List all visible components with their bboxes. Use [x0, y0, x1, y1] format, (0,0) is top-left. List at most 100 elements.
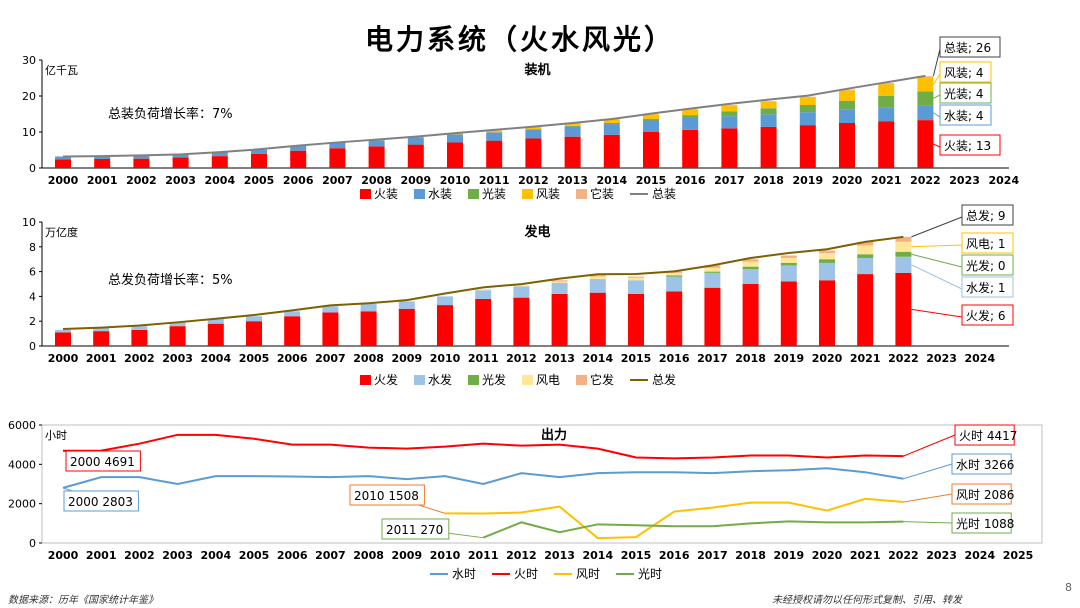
bar-火装	[839, 123, 855, 168]
x-tick-label: 2003	[165, 174, 196, 187]
callout-label: 水时 3266	[956, 458, 1014, 472]
x-tick-label: 2011	[479, 174, 510, 187]
bar-火发	[55, 332, 71, 346]
bar-水发	[551, 282, 568, 294]
bar-水装	[329, 142, 346, 149]
bar-水装	[839, 109, 855, 123]
bar-火装	[251, 153, 267, 168]
legend-label: 火时	[514, 567, 538, 581]
bar-火装	[525, 138, 542, 168]
callout-box	[939, 104, 992, 126]
x-tick-label: 2013	[544, 549, 575, 562]
bar-水装	[486, 132, 503, 141]
callout-label: 2010 1508	[354, 489, 419, 503]
x-tick-label: 2003	[162, 549, 193, 562]
bar-光发	[704, 271, 721, 273]
bar-水发	[207, 318, 224, 324]
callout-box	[954, 424, 1015, 446]
bar-光装	[603, 123, 620, 125]
bar-火装	[407, 144, 424, 168]
x-tick-label: 2001	[86, 549, 117, 562]
bar-火装	[329, 148, 346, 168]
growth-annotation: 总装负荷增长率：7%	[108, 106, 233, 122]
y-tick-label: 0	[29, 537, 36, 550]
line-总装	[62, 74, 926, 158]
legend-label: 它发	[590, 372, 614, 387]
legend-label: 光发	[482, 372, 506, 387]
callout-leader	[911, 216, 963, 238]
bar-水发	[666, 276, 683, 292]
legend-label: 光时	[638, 567, 662, 581]
x-tick-label: 2011	[468, 549, 499, 562]
bar-火装	[368, 146, 385, 168]
bar-水装	[251, 149, 267, 154]
bar-水发	[857, 257, 874, 275]
bar-火装	[211, 156, 228, 168]
callout-leader	[911, 264, 963, 290]
y-tick-label: 2	[29, 315, 36, 328]
page-number: 8	[1065, 581, 1072, 594]
x-tick-label: 2024	[964, 352, 995, 365]
bar-风装	[525, 127, 542, 130]
callout-label: 风时 2086	[956, 488, 1014, 502]
callout-label: 水装; 4	[944, 109, 984, 123]
callout-leader	[911, 244, 963, 248]
callout-label: 总装; 26	[944, 41, 991, 55]
bar-它装	[917, 76, 934, 78]
x-tick-label: 2018	[753, 174, 784, 187]
callout-box	[951, 483, 1012, 505]
x-tick-label: 2000	[48, 174, 79, 187]
bar-水发	[360, 303, 377, 312]
bar-风电	[551, 281, 568, 283]
legend-label: 火发	[374, 372, 398, 387]
page-title: 电力系统（火水风光）	[364, 23, 675, 56]
bar-水发	[475, 290, 492, 299]
x-tick-label: 2020	[832, 174, 863, 187]
bar-水装	[133, 155, 150, 159]
x-tick-label: 2006	[277, 352, 308, 365]
bar-火发	[437, 305, 453, 346]
legend-label: 风时	[576, 567, 600, 581]
callout-box	[63, 490, 139, 512]
bar-水装	[368, 140, 385, 147]
bar-它发	[589, 275, 606, 277]
x-tick-label: 2008	[353, 549, 384, 562]
x-tick-label: 2023	[949, 174, 980, 187]
y-tick-label: 20	[22, 90, 36, 103]
bar-它装	[878, 83, 895, 85]
bar-风电	[819, 253, 835, 260]
bar-火发	[742, 284, 759, 346]
bar-风装	[917, 78, 934, 92]
callout-label: 总发; 9	[966, 208, 1006, 223]
x-tick-label: 2021	[871, 174, 902, 187]
bar-火装	[172, 157, 189, 168]
x-tick-label: 2018	[735, 352, 766, 365]
bar-火发	[589, 292, 606, 346]
plot-frame	[41, 424, 1043, 544]
bar-水装	[94, 156, 111, 159]
x-tick-label: 2014	[596, 174, 627, 187]
bar-风装	[486, 130, 503, 133]
bar-火装	[760, 126, 777, 168]
callout-leader	[932, 48, 941, 76]
source-note: 数据来源：历年《国家统计年鉴》	[8, 595, 158, 606]
callout-box	[65, 450, 141, 472]
x-tick-label: 2012	[506, 549, 537, 562]
callout-label: 光装; 4	[944, 87, 984, 101]
callout-label: 光发; 0	[966, 258, 1006, 273]
x-tick-label: 2004	[200, 549, 231, 562]
x-tick-label: 2010	[440, 174, 471, 187]
callout-label: 风电; 1	[966, 237, 1006, 251]
bar-火发	[780, 281, 797, 346]
bar-火装	[603, 134, 620, 168]
bar-风装	[721, 105, 738, 112]
x-tick-label: 2019	[792, 174, 823, 187]
bar-水装	[760, 114, 777, 127]
bar-水装	[721, 116, 738, 129]
bar-水装	[525, 129, 542, 139]
bar-风装	[839, 90, 855, 101]
x-tick-label: 2007	[322, 174, 353, 187]
bar-火发	[207, 323, 224, 346]
line-风时	[444, 497, 904, 540]
callout-label: 2000 2803	[68, 495, 133, 509]
